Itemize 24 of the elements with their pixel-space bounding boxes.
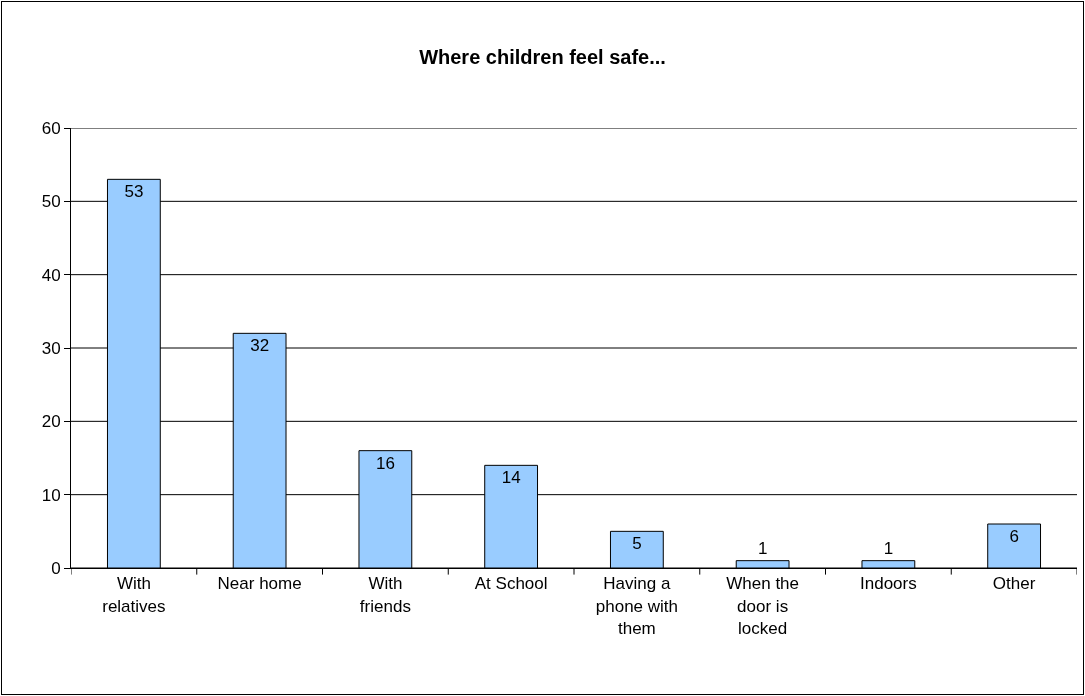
y-tick-label: 40 (41, 265, 61, 285)
y-tick-label: 10 (41, 485, 61, 505)
x-tick-label: Near home (217, 574, 302, 594)
data-label: 1 (883, 538, 894, 558)
x-tick-label: When the door is locked (726, 574, 800, 638)
data-label: 1 (757, 538, 768, 558)
data-label: 5 (632, 534, 642, 554)
x-tick-label: Indoors (860, 574, 917, 594)
data-label: 53 (124, 182, 144, 202)
chart-title: Where children feel safe... (419, 46, 666, 69)
y-tick-label: 20 (41, 412, 61, 432)
x-tick-label: Other (992, 574, 1036, 594)
x-tick-label: At School (474, 574, 548, 594)
y-tick-label: 60 (41, 118, 61, 138)
x-tick-label: With friends (359, 574, 411, 616)
data-label: 6 (1009, 527, 1019, 546)
x-tick-label: Having a phone with them (595, 574, 678, 638)
y-tick-label: 30 (41, 338, 61, 358)
data-label: 32 (250, 336, 270, 356)
y-tick-label: 50 (41, 192, 61, 212)
y-tick-label: 0 (51, 558, 61, 578)
data-label: 16 (375, 453, 395, 473)
data-label: 14 (501, 468, 521, 488)
x-tick-label: With relatives (102, 574, 166, 616)
